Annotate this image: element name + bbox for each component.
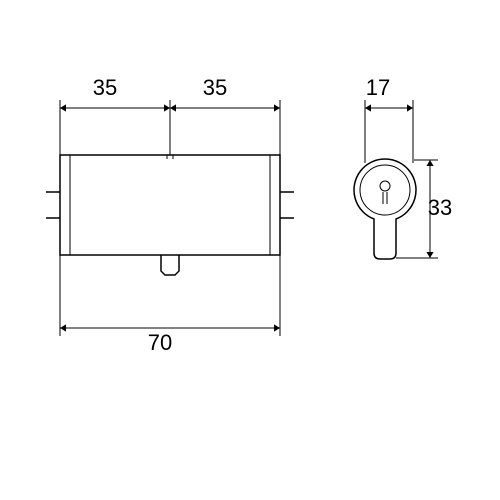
dim-70: 70: [148, 330, 172, 355]
dim-17: 17: [366, 75, 390, 100]
dimension-annotations: 35 35 17 33 70: [60, 75, 452, 355]
lock-cylinder-drawing: 35 35 17 33 70: [0, 0, 500, 500]
dim-33: 33: [428, 195, 452, 220]
cylinder-front-view: [354, 159, 416, 259]
cylinder-side-view: [46, 155, 294, 275]
dim-35-left: 35: [93, 75, 117, 100]
dim-35-right: 35: [203, 75, 227, 100]
